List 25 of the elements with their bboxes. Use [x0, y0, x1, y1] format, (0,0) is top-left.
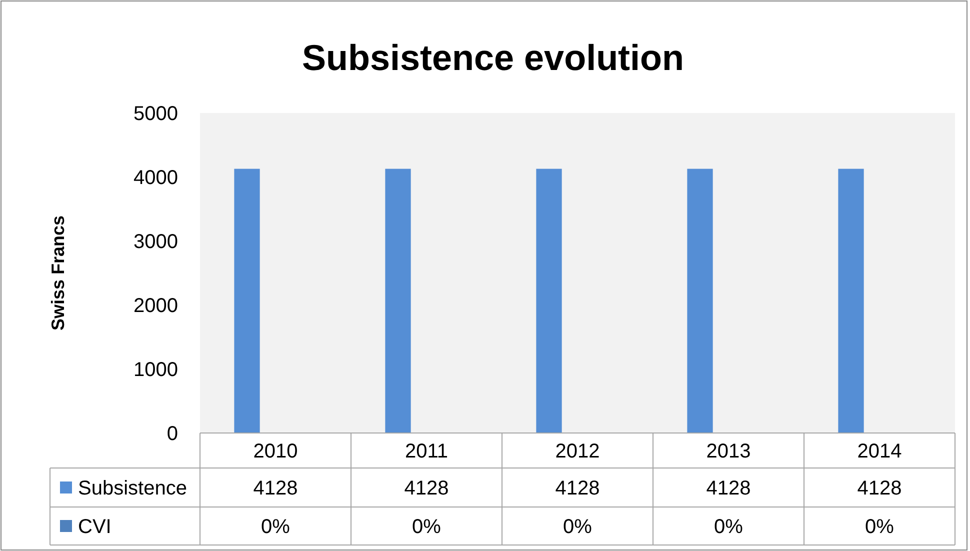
x-tick-label: 2012 — [555, 440, 600, 462]
y-tick-label: 1000 — [134, 359, 178, 381]
x-tick-label: 2010 — [253, 440, 298, 462]
data-label: 0% — [412, 516, 442, 538]
y-tick-label: 3000 — [134, 231, 178, 253]
data-label: 0% — [261, 516, 290, 538]
data-label: 4128 — [555, 478, 600, 500]
y-tick-label: 5000 — [134, 103, 178, 125]
chart-title: Subsistence evolution — [302, 37, 684, 78]
legend-label: Subsistence — [78, 478, 187, 500]
data-label: 4128 — [706, 478, 751, 500]
y-tick-label: 2000 — [134, 295, 178, 317]
data-label: 4128 — [857, 478, 902, 500]
data-label: 0% — [865, 516, 894, 538]
y-tick-label: 4000 — [134, 167, 178, 189]
data-label: 4128 — [404, 478, 449, 500]
y-tick-label: 0 — [166, 423, 178, 445]
data-label: 0% — [714, 516, 744, 538]
data-label: 0% — [563, 516, 592, 538]
x-tick-label: 2014 — [857, 440, 902, 462]
legend-label: CVI — [78, 516, 112, 538]
y-axis-title: Swiss Francs — [48, 215, 68, 331]
data-label: 4128 — [253, 478, 298, 500]
x-tick-label: 2011 — [404, 440, 448, 462]
x-tick-label: 2013 — [706, 440, 751, 462]
